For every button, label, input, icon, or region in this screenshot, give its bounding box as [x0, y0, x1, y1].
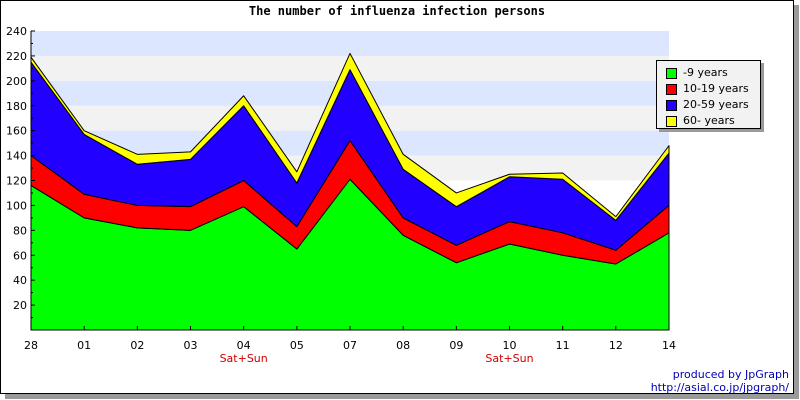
y-tick-label: 120	[6, 175, 27, 188]
x-tick-label: 07	[343, 339, 357, 352]
legend-label: 10-19 years	[683, 82, 749, 95]
x-tick-label: 05	[290, 339, 304, 352]
x-tick-label: 10	[503, 339, 517, 352]
chart-title: The number of influenza infection person…	[248, 4, 546, 18]
x-tick-label: 01	[77, 339, 91, 352]
x-tick-label: 03	[184, 339, 198, 352]
y-tick-label: 160	[6, 125, 27, 138]
x-tick-label: 04	[237, 339, 251, 352]
y-tick-label: 140	[6, 150, 27, 163]
x-tick-label: 09	[449, 339, 463, 352]
y-tick-label: 100	[6, 199, 27, 212]
legend-label: -9 years	[683, 66, 728, 79]
y-tick-label: 20	[13, 299, 27, 312]
x-tick-note: Sat+Sun	[220, 352, 268, 365]
legend: -9 years 10-19 years 20-59 years 60- years	[656, 60, 761, 129]
credit-line1: produced by JpGraph	[672, 368, 789, 381]
legend-label: 60- years	[683, 114, 735, 127]
x-tick-label: 02	[130, 339, 144, 352]
y-tick-label: 40	[13, 274, 27, 287]
y-tick-label: 240	[6, 25, 27, 38]
x-tick-label: 11	[556, 339, 570, 352]
grid-band	[31, 31, 669, 56]
credit: produced by JpGraph http://asial.co.jp/j…	[651, 368, 789, 394]
legend-swatch	[666, 84, 677, 95]
y-tick-label: 60	[13, 249, 27, 262]
y-tick-label: 220	[6, 50, 27, 63]
x-tick-note: Sat+Sun	[485, 352, 533, 365]
legend-swatch	[666, 68, 677, 79]
x-tick-label: 12	[609, 339, 623, 352]
y-tick-label: 200	[6, 75, 27, 88]
x-tick-label: 08	[396, 339, 410, 352]
x-tick-label: 28	[24, 339, 38, 352]
legend-swatch	[666, 100, 677, 111]
y-tick-label: 180	[6, 100, 27, 113]
x-tick-label: 14	[662, 339, 676, 352]
legend-label: 20-59 years	[683, 98, 749, 111]
legend-swatch	[666, 116, 677, 127]
y-tick-label: 80	[13, 224, 27, 237]
area-series-4	[30, 52, 670, 221]
credit-line2[interactable]: http://asial.co.jp/jpgraph/	[650, 381, 789, 394]
axes: 20 40 60 80 100 120 140 160 180 200 220 240 28 01 02 03…	[6, 25, 676, 365]
